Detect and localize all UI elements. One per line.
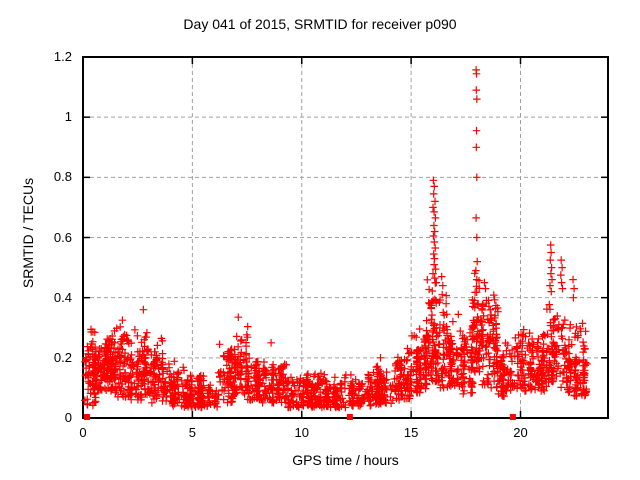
scatter-points bbox=[81, 66, 591, 412]
zero-point-marker bbox=[83, 414, 90, 420]
zero-point-marker bbox=[346, 414, 353, 420]
grid-lines bbox=[83, 57, 608, 418]
y-axis-label: SRMTID / TECUs bbox=[20, 177, 36, 289]
x-axis-label: GPS time / hours bbox=[292, 452, 399, 468]
scatter-series bbox=[81, 66, 591, 412]
zero-point-markers bbox=[83, 414, 516, 420]
plot-border bbox=[82, 56, 609, 419]
chart-title: Day 041 of 2015, SRMTID for receiver p09… bbox=[183, 16, 457, 32]
zero-point-marker bbox=[509, 414, 516, 420]
